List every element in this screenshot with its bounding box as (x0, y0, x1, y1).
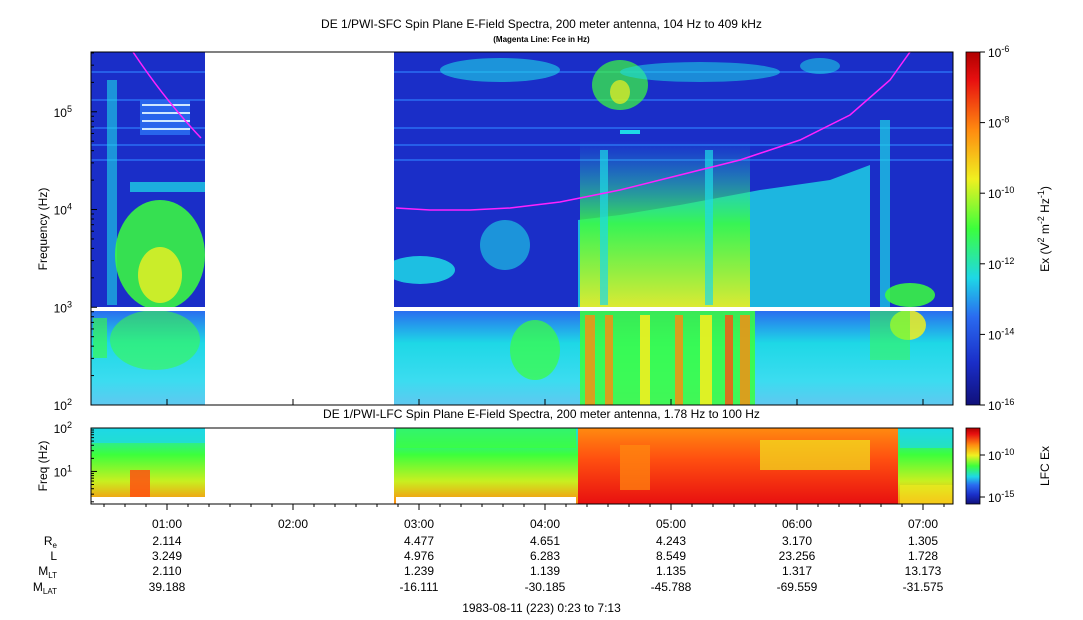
sfc-emission-0300 (385, 220, 560, 380)
ephemeris-value: 1.135 (656, 564, 686, 578)
x-tick-label: 07:00 (908, 517, 938, 531)
x-tick-label: 06:00 (782, 517, 812, 531)
sfc-colorbar-tick-label: 10-6 (988, 44, 1009, 60)
sfc-spectrogram (91, 52, 953, 405)
sfc-colorbar-tick-label: 10-10 (988, 185, 1014, 201)
lfc-spectrogram (91, 428, 953, 504)
lfc-colorbar-tick-label: 10-10 (988, 447, 1014, 463)
x-tick-label: 05:00 (656, 517, 686, 531)
ephemeris-row-label: MLT (38, 564, 57, 580)
ephemeris-value: 4.477 (404, 534, 434, 548)
x-axis: 01:00 02:00 03:00 04:00 05:00 06:00 07:00 (103, 399, 945, 531)
ephemeris-value: 4.976 (404, 549, 434, 563)
ephemeris-row-label: L (50, 549, 57, 563)
lfc-frame (90, 427, 954, 505)
ephemeris-value: 1.728 (908, 549, 938, 563)
sfc-emission-late (870, 120, 935, 360)
chart-title: DE 1/PWI-SFC Spin Plane E-Field Spectra,… (321, 17, 762, 31)
ephemeris-value: 1.239 (404, 564, 434, 578)
ephemeris-value: 6.283 (530, 549, 560, 563)
ephemeris-value: 4.243 (656, 534, 686, 548)
ephemeris-value: -30.185 (525, 580, 566, 594)
ephemeris-value: 1.305 (908, 534, 938, 548)
sfc-colorbar-ticks: 10-6 10-8 10-10 10-12 10-14 10-16 (980, 44, 1014, 413)
sfc-colorbar-tick-label: 10-12 (988, 256, 1014, 272)
sfc-data-gap (205, 52, 394, 405)
ephemeris-value: 3.170 (782, 534, 812, 548)
sfc-colorbar-label: Ex (V2 m-2 Hz-1) (1036, 186, 1052, 272)
x-tick-label: 03:00 (404, 517, 434, 531)
fce-line-segment-2 (395, 52, 911, 211)
lfc-y-axis: 101 102 (54, 420, 97, 503)
lfc-colorbar-ticks: 10-10 10-15 (980, 447, 1014, 505)
x-tick-label: 02:00 (278, 517, 308, 531)
lfc-data-gap (205, 428, 394, 504)
sfc-y-axis-label: Frequency (Hz) (36, 188, 50, 271)
sfc-colorbar-tick-label: 10-8 (988, 115, 1009, 131)
lfc-colorbar (965, 427, 981, 505)
ephemeris-value: -16.111 (400, 580, 439, 594)
sfc-y-axis: 102 103 104 105 (54, 52, 97, 413)
sfc-band-separator (91, 307, 953, 311)
ephemeris-value: -45.788 (651, 580, 692, 594)
lfc-y-tick-label: 102 (54, 420, 72, 436)
lfc-y-tick-label: 101 (54, 463, 72, 479)
sfc-y-tick-label: 103 (54, 299, 72, 315)
ephemeris-value: 1.317 (782, 564, 812, 578)
ephemeris-row-label: MLAT (33, 580, 57, 596)
x-tick-label: 04:00 (530, 517, 560, 531)
sfc-colorbar (965, 51, 981, 406)
ephemeris-row-label: Re (44, 534, 58, 550)
ephemeris-value: 13.173 (905, 564, 942, 578)
sfc-colorbar-tick-label: 10-16 (988, 397, 1014, 413)
fce-line-segment-1 (132, 52, 202, 139)
sfc-y-tick-label: 102 (54, 397, 72, 413)
sfc-frame (90, 51, 954, 406)
ephemeris-value: 2.110 (152, 564, 181, 578)
ephemeris-value: 8.549 (656, 549, 686, 563)
ephemeris-value: 2.114 (152, 534, 181, 548)
sfc-y-tick-label: 105 (54, 104, 72, 120)
sfc-y-tick-label: 104 (54, 202, 72, 218)
time-range-footer: 1983-08-11 (223) 0:23 to 7:13 (462, 601, 621, 615)
ephemeris-value: 1.139 (530, 564, 560, 578)
ephemeris-value: 4.651 (530, 534, 560, 548)
chart-subtitle: (Magenta Line: Fce in Hz) (493, 35, 590, 44)
ephemeris-value: -31.575 (903, 580, 944, 594)
sfc-emission-main (440, 58, 870, 405)
ephemeris-value: 3.249 (152, 549, 182, 563)
lfc-y-axis-label: Freq (Hz) (36, 441, 50, 492)
lfc-colorbar-label: LFC Ex (1038, 446, 1052, 486)
ephemeris-value: -69.559 (777, 580, 818, 594)
lfc-panel-title: DE 1/PWI-LFC Spin Plane E-Field Spectra,… (323, 407, 760, 421)
x-tick-label: 01:00 (152, 517, 182, 531)
sfc-colorbar-tick-label: 10-14 (988, 326, 1014, 342)
lfc-colorbar-tick-label: 10-15 (988, 489, 1014, 505)
ephemeris-value: 23.256 (779, 549, 816, 563)
ephemeris-value: 39.188 (149, 580, 186, 594)
